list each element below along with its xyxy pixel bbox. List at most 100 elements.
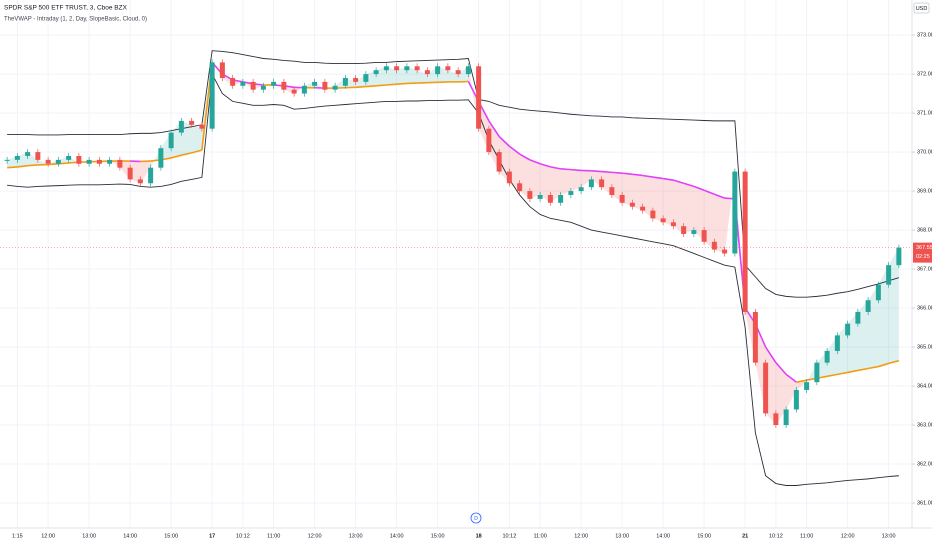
vwap-segment: [488, 120, 500, 137]
vwap-segment: [826, 373, 838, 378]
dividend-marker[interactable]: [470, 512, 482, 524]
candle: [742, 171, 748, 312]
vwap-segment: [867, 365, 879, 370]
vwap-segment: [181, 152, 192, 156]
candle: [25, 152, 31, 156]
x-tick-label: 11:00: [267, 533, 280, 539]
vwap-segment: [27, 164, 38, 167]
candle: [650, 210, 656, 219]
vwap-segment: [714, 193, 725, 199]
candle: [609, 187, 615, 195]
candle: [640, 206, 646, 211]
y-tick-label: 363.00: [917, 423, 932, 429]
candle: [588, 179, 594, 188]
x-tick-label: 18: [476, 533, 482, 539]
cloud-segment: [519, 154, 530, 199]
x-tick-label: 12:00: [41, 533, 55, 539]
vwap-segment: [775, 362, 787, 375]
cloud-segment: [857, 300, 869, 371]
candle: [763, 362, 769, 414]
currency[interactable]: USD: [916, 6, 928, 12]
currency-box[interactable]: [913, 2, 930, 14]
candle: [383, 66, 389, 71]
vwap-segment: [560, 168, 571, 171]
x-tick-label: 12:00: [308, 533, 322, 539]
candle: [476, 66, 482, 129]
cloud-segment: [396, 66, 407, 85]
vwap-segment: [622, 172, 633, 176]
candle: [127, 167, 133, 180]
vwap-segment: [764, 346, 777, 364]
candle: [332, 85, 338, 90]
cloud-segment: [447, 70, 459, 82]
cloud-segment: [529, 159, 541, 199]
vwap-segment: [355, 85, 366, 89]
y-tick-label: 364.00: [917, 384, 932, 390]
candle: [86, 159, 92, 164]
candle: [148, 167, 154, 184]
cloud-segment: [837, 323, 848, 375]
candle: [886, 265, 892, 285]
candle: [45, 159, 51, 164]
candle: [865, 300, 871, 312]
chart-title: SPDR S&P 500 ETF TRUST, 3, Cboe BZX: [4, 5, 128, 12]
vwap-segment: [498, 135, 510, 147]
candle: [219, 62, 225, 78]
candle: [845, 323, 851, 336]
marker-label[interactable]: D: [474, 516, 478, 522]
candle: [312, 81, 318, 86]
cloud-segment: [386, 66, 397, 86]
cloud-segment: [458, 66, 469, 82]
y-tick-label: 365.00: [917, 345, 932, 351]
candle: [722, 249, 728, 254]
candle: [691, 230, 697, 234]
vwap-segment: [550, 166, 561, 170]
y-tick-label: 366.00: [917, 306, 932, 312]
vwap-segment: [796, 379, 807, 383]
candle: [711, 241, 717, 250]
candle: [35, 152, 41, 160]
candle: [168, 132, 174, 149]
cloud-segment: [355, 74, 366, 88]
cloud-segment: [632, 174, 643, 211]
candle: [537, 194, 543, 199]
cloud-segment: [222, 74, 233, 86]
vwap-segment: [683, 182, 695, 188]
candle: [527, 191, 533, 199]
cloud-segment: [581, 170, 592, 188]
cloud-segment: [417, 70, 428, 84]
cloud-segment: [68, 155, 79, 164]
y-tick-label: 367.00: [917, 267, 932, 273]
x-tick-label: 21: [742, 533, 748, 539]
candle: [804, 382, 810, 390]
candle: [445, 66, 451, 71]
cloud-segment: [130, 161, 141, 184]
current-price-box: [913, 242, 932, 263]
x-tick-label: 10:12: [236, 533, 250, 539]
y-tick-label: 362.00: [917, 462, 932, 468]
cloud-segment: [868, 284, 879, 369]
cloud-segment: [376, 66, 387, 86]
cloud-segment: [806, 362, 817, 383]
vwap-segment: [663, 177, 674, 181]
vwap-segment: [7, 166, 18, 169]
y-tick-label: 361.00: [917, 500, 932, 506]
candle: [773, 413, 779, 426]
x-tick-label: 14:00: [123, 533, 137, 539]
candle: [96, 159, 102, 164]
vwap-segment: [591, 170, 602, 173]
y-tick-label: 370.00: [917, 150, 932, 156]
candle: [486, 128, 492, 153]
cloud-segment: [683, 183, 694, 234]
cloud-segment: [745, 308, 756, 363]
vwap-segment: [857, 367, 869, 372]
cloud-segment: [406, 66, 418, 84]
vwap-segment: [365, 84, 377, 88]
vwap-segment: [632, 173, 643, 177]
cloud-segment: [827, 335, 838, 377]
candle: [875, 284, 881, 301]
x-tick-label: 13:00: [82, 533, 96, 539]
cloud-segment: [27, 152, 38, 166]
cloud-segment: [755, 323, 766, 414]
